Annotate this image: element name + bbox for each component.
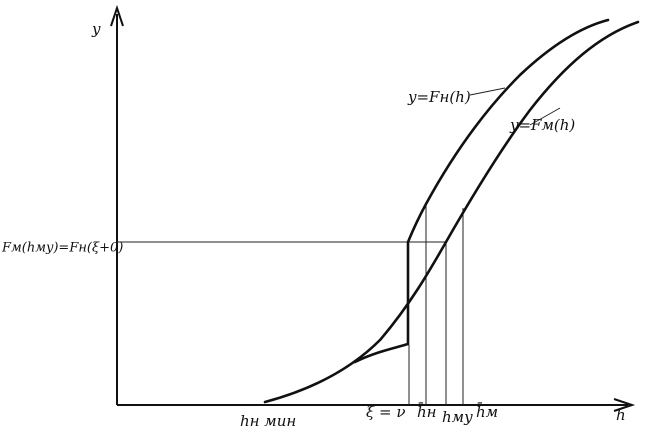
x-mark-label: h̄м: [476, 403, 498, 421]
y-arrow: [110, 4, 124, 27]
curve-label: y=Fм(h): [509, 116, 575, 134]
x-mark-label: hн мин: [240, 412, 296, 430]
x-axis-label: h: [616, 406, 626, 424]
curve-label: y=Fн(h): [407, 88, 471, 106]
x-mark-label: h̄н: [417, 403, 437, 421]
x-mark-label: hмy: [442, 408, 473, 426]
x-arrow: [613, 398, 636, 412]
leader-line: [469, 87, 506, 96]
y-axis-label: y: [91, 20, 101, 38]
leader-line: [529, 107, 561, 126]
curve-upper: [353, 18, 610, 364]
level-label: Fм(hмy)=Fн(ξ+0): [1, 241, 123, 256]
curve-lower: [263, 20, 640, 404]
x-mark-label: ξ = ν: [366, 403, 406, 421]
